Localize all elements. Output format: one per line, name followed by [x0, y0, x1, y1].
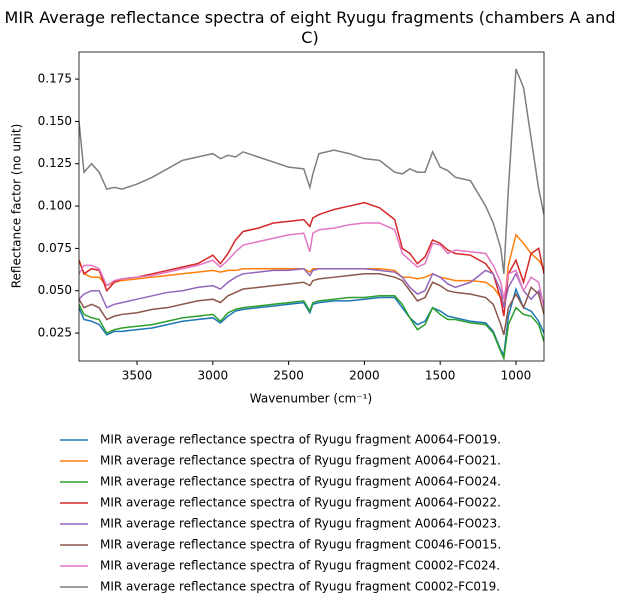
legend-label: MIR average reflectance spectra of Ryugu… — [100, 433, 501, 447]
legend-label: MIR average reflectance spectra of Ryugu… — [100, 580, 500, 594]
y-tick-label: 0.100 — [38, 199, 72, 213]
x-tick-label: 2500 — [273, 369, 304, 383]
y-tick-label: 0.075 — [38, 241, 72, 255]
series-line — [79, 222, 544, 308]
series-line — [79, 68, 544, 274]
legend-label: MIR average reflectance spectra of Ryugu… — [100, 475, 501, 489]
x-tick-label: 3000 — [198, 369, 229, 383]
legend-label: MIR average reflectance spectra of Ryugu… — [100, 517, 501, 531]
legend-label: MIR average reflectance spectra of Ryugu… — [100, 496, 501, 510]
legend-label: MIR average reflectance spectra of Ryugu… — [100, 454, 501, 468]
x-tick-label: 2000 — [349, 369, 380, 383]
x-tick-label: 1500 — [425, 369, 456, 383]
chart-title: MIR Average reflectance spectra of eight… — [4, 8, 616, 47]
series-line — [79, 201, 544, 317]
series-line — [79, 273, 544, 335]
legend-label: MIR average reflectance spectra of Ryugu… — [100, 559, 500, 573]
y-tick-label: 0.050 — [38, 283, 72, 297]
plot-frame — [78, 51, 545, 362]
series-line — [79, 267, 544, 309]
y-axis-label: Reflectance factor (no unit) — [10, 124, 24, 289]
y-tick-label: 0.175 — [38, 72, 72, 86]
series-line — [79, 295, 544, 361]
y-tick-label: 0.025 — [38, 326, 72, 340]
x-tick-label: 3500 — [122, 369, 153, 383]
x-axis-label: Wavenumber (cm⁻¹) — [250, 392, 372, 406]
y-tick-label: 0.125 — [38, 156, 72, 170]
legend-label: MIR average reflectance spectra of Ryugu… — [100, 538, 501, 552]
y-tick-label: 0.150 — [38, 114, 72, 128]
plot-lines — [79, 68, 544, 361]
series-line — [79, 286, 544, 358]
x-tick-label: 1000 — [501, 369, 532, 383]
